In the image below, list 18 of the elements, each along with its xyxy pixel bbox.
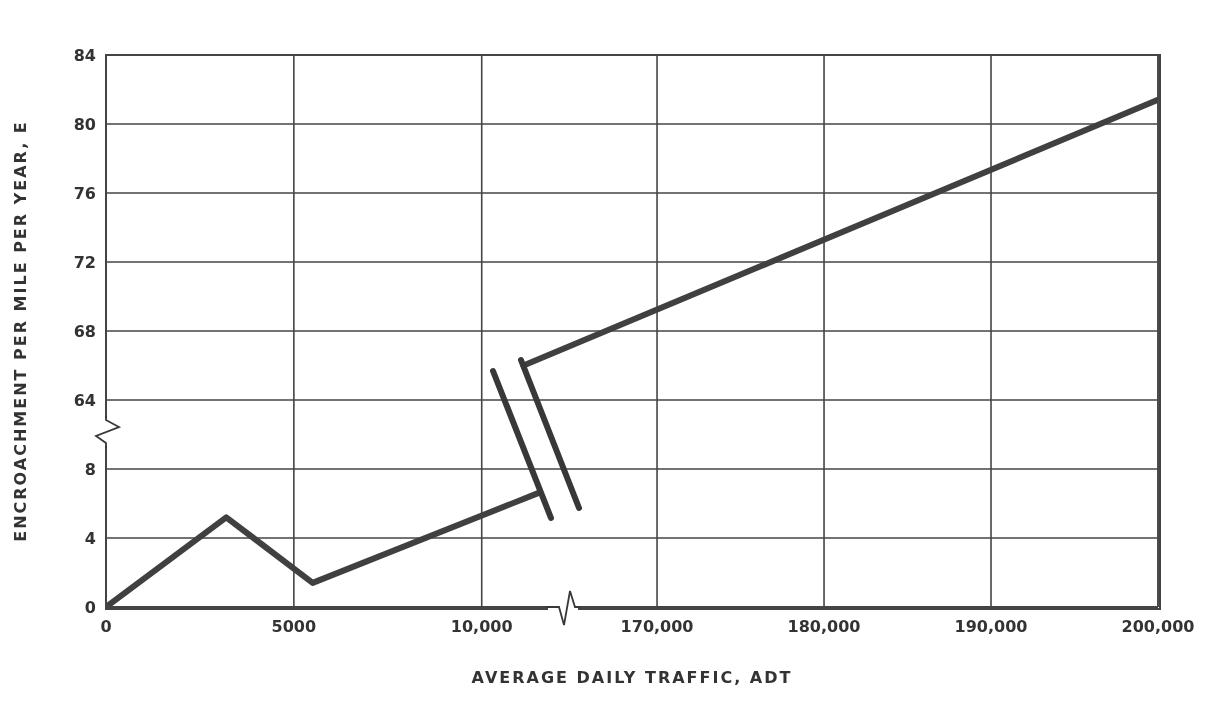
x-tick-label: 190,000	[954, 617, 1028, 637]
x-tick-label: 180,000	[787, 617, 861, 637]
y-axis-title: ENCROACHMENT PER MILE PER YEAR, E	[10, 120, 30, 542]
y-tick-label: 72	[73, 252, 96, 272]
x-tick-label: 200,000	[1121, 617, 1195, 637]
y-tick-label: 84	[73, 45, 96, 65]
x-tick-label: 170,000	[620, 617, 694, 637]
x-axis-title: AVERAGE DAILY TRAFFIC, ADT	[471, 668, 793, 687]
y-tick-label: 80	[73, 114, 96, 134]
x-tick-label: 0	[100, 617, 112, 637]
y-tick-label: 64	[73, 390, 96, 410]
y-tick-label: 76	[73, 183, 96, 203]
x-tick-label: 10,000	[450, 617, 513, 637]
x-tick-label: 5000	[271, 617, 317, 637]
y-tick-label: 8	[84, 459, 96, 479]
y-tick-label: 68	[73, 321, 96, 341]
y-tick-label: 4	[84, 528, 96, 548]
y-tick-label: 0	[84, 597, 96, 617]
